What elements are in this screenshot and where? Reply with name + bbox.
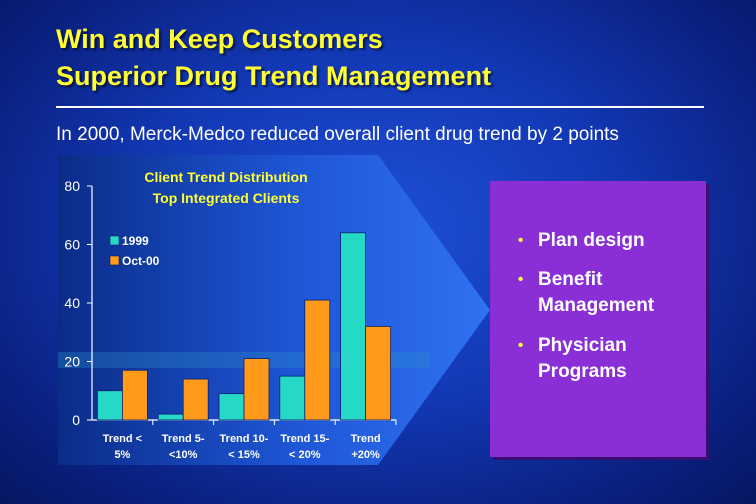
- title-divider: [56, 106, 704, 108]
- bar-oct-00: [304, 299, 331, 421]
- legend-swatch: [109, 255, 120, 266]
- bullet-text: Benefit Management: [538, 269, 655, 316]
- x-tick-label: Trend 5-<10%: [162, 433, 205, 461]
- x-tick-label: Trend +20%: [351, 433, 381, 461]
- legend-label: 1999: [122, 234, 149, 248]
- bullet-dot-icon: •: [518, 271, 524, 288]
- x-tick-label: Trend <5%: [103, 433, 142, 461]
- bar-1999: [157, 413, 184, 421]
- bar-1999: [340, 232, 367, 421]
- chart-title: Client Trend Distribution: [144, 169, 307, 185]
- bullet-dot-icon: •: [518, 337, 524, 354]
- bullet-panel: • Plan design • Benefit Management • Phy…: [490, 181, 706, 457]
- bullet-dot-icon: •: [518, 232, 524, 249]
- bar-1999: [97, 390, 123, 421]
- legend-label: Oct-00: [122, 254, 160, 268]
- bar-oct-00: [365, 325, 392, 421]
- slide-title-line-2: Superior Drug Trend Management: [56, 61, 492, 91]
- y-tick-label: 40: [64, 295, 80, 311]
- y-tick-label: 20: [64, 354, 80, 370]
- bar-1999: [279, 375, 306, 421]
- y-tick-label: 80: [64, 178, 80, 194]
- legend-swatch: [109, 235, 120, 246]
- bar-oct-00: [182, 378, 209, 421]
- x-tick-label: Trend 10-< 15%: [220, 433, 269, 461]
- y-tick-label: 60: [64, 237, 80, 253]
- bullet-text: Plan design: [538, 230, 645, 251]
- y-tick-label: 0: [72, 412, 80, 428]
- slide-subtitle: In 2000, Merck-Medco reduced overall cli…: [56, 124, 619, 145]
- bar-1999: [218, 393, 245, 421]
- bar-oct-00: [243, 358, 270, 421]
- x-tick-label: Trend 15-< 20%: [280, 433, 329, 461]
- bar-oct-00: [122, 369, 148, 421]
- bullet-text: Physician Programs: [538, 335, 627, 382]
- slide-title-line-1: Win and Keep Customers: [56, 24, 383, 54]
- chart-subtitle: Top Integrated Clients: [153, 190, 300, 206]
